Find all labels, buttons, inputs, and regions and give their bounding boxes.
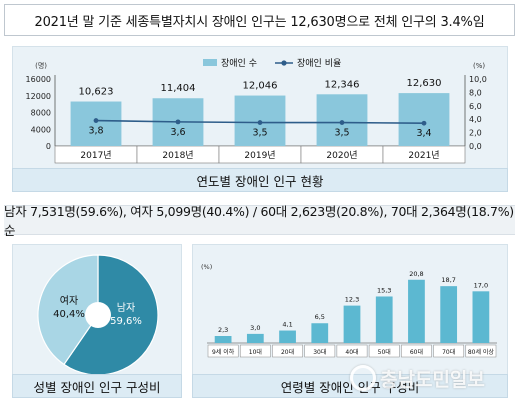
age-category-cell xyxy=(272,344,303,358)
category-label: 2018년 xyxy=(162,150,193,161)
right-tick-label: 4,0 xyxy=(469,115,482,124)
age-bar-chart: (%) 2,3 9세 이하 3,0 10대 4,1 20대 6,5 30대 12,3 40대 15,3… xyxy=(201,263,497,358)
left-tick-label: 4000 xyxy=(31,125,51,134)
age-bar-value-label: 6,5 xyxy=(315,313,325,321)
age-category-cell xyxy=(401,344,432,358)
left-axis-unit: (명) xyxy=(35,61,47,70)
age-bar-30대 xyxy=(311,323,329,343)
age-category-label: 10대 xyxy=(249,348,262,356)
age-axis-unit: (%) xyxy=(201,263,212,271)
ratio-point xyxy=(339,120,345,125)
age-category-cell xyxy=(304,344,336,358)
age-category-cell xyxy=(336,344,368,358)
right-tick-label: 8,0 xyxy=(469,88,482,97)
pie-slice-value: 59,6% xyxy=(110,316,142,327)
right-tick-label: 6,0 xyxy=(469,102,482,111)
age-category-label: 50대 xyxy=(378,348,391,356)
bar-value-label: 12,046 xyxy=(243,81,278,92)
age-bar-60대 xyxy=(408,279,425,343)
age-category-label: 9세 이하 xyxy=(212,348,235,356)
bar-value-label: 10,623 xyxy=(79,87,114,98)
bar-value-label: 11,404 xyxy=(161,83,196,94)
right-axis-unit: (%) xyxy=(473,62,485,70)
left-tick-label: 12000 xyxy=(26,92,51,101)
age-bar-80세 이상 xyxy=(472,291,490,343)
age-category-cell xyxy=(465,344,497,358)
ratio-value-label: 3,6 xyxy=(170,127,185,138)
yearly-chart-panel: (명) (%) 장애인 수 장애인 비율 0 4000 8000 12000 16000 0,0 2… xyxy=(12,46,508,172)
category-label: 2019년 xyxy=(244,150,275,161)
left-tick-label: 16000 xyxy=(26,75,51,84)
age-category-label: 40대 xyxy=(345,348,358,356)
gender-pie-chart: 남자 59,6% 여자 40,4% xyxy=(37,254,159,376)
bar-value-label: 12,630 xyxy=(407,78,442,89)
age-bar-70대 xyxy=(440,286,458,343)
ratio-value-label: 3,5 xyxy=(334,128,349,139)
age-category-cell xyxy=(239,344,271,358)
bar-2017년 xyxy=(70,101,122,146)
age-bar-value-label: 4,1 xyxy=(282,321,292,329)
pie-slice-value: 40,4% xyxy=(53,309,85,320)
pie-slice-여자 xyxy=(37,254,99,366)
yearly-chart: (명) (%) 장애인 수 장애인 비율 0 4000 8000 12000 16000 0,0 2… xyxy=(26,58,487,164)
right-tick-label: 10,0 xyxy=(469,75,487,84)
bar-2021년 xyxy=(398,93,450,146)
left-tick-label: 8000 xyxy=(31,109,51,118)
age-bar-20대 xyxy=(279,330,296,343)
age-bar-value-label: 18,7 xyxy=(441,276,455,284)
age-bar-9세 이하 xyxy=(214,336,232,343)
headline: 2021년 말 기준 세종특별자치시 장애인 인구는 12,630명으로 전체 … xyxy=(4,4,515,36)
right-tick-label: 2,0 xyxy=(469,129,482,138)
gender-chart-panel: 남자 59,6% 여자 40,4% xyxy=(12,244,182,376)
pie-slice-name: 여자 xyxy=(60,295,78,307)
legend-marker-line xyxy=(281,60,287,66)
ratio-value-label: 3,5 xyxy=(252,128,267,139)
age-bar-50대 xyxy=(375,296,393,343)
age-category-cell xyxy=(207,344,239,358)
age-category-label: 20대 xyxy=(281,348,294,356)
bar-value-label: 12,346 xyxy=(325,79,360,90)
age-bar-10대 xyxy=(246,333,264,343)
age-category-label: 30대 xyxy=(313,348,326,356)
age-chart-panel: (%) 2,3 9세 이하 3,0 10대 4,1 20대 6,5 30대 12,3 40대 15,3… xyxy=(192,244,508,376)
age-bar-40대 xyxy=(343,305,361,343)
category-label: 2021년 xyxy=(408,150,439,161)
left-tick-label: 0 xyxy=(46,142,51,151)
ratio-value-label: 3,4 xyxy=(416,128,431,139)
age-bar-value-label: 2,3 xyxy=(218,326,228,334)
gender-chart-caption: 성별 장애인 인구 구성비 xyxy=(12,374,182,398)
age-bar-value-label: 20,8 xyxy=(409,270,423,278)
pie-slice-name: 남자 xyxy=(117,302,135,314)
donut-hole xyxy=(85,302,111,328)
ratio-point xyxy=(175,119,181,125)
ratio-point xyxy=(257,120,263,125)
ratio-point xyxy=(93,118,99,123)
age-category-label: 60대 xyxy=(410,348,423,356)
summary-line: 남자 7,531명(59.6%), 여자 5,099명(40.4%) / 60대… xyxy=(4,204,515,238)
age-bar-value-label: 12,3 xyxy=(345,296,359,304)
category-label: 2017년 xyxy=(80,150,111,161)
age-bar-value-label: 3,0 xyxy=(250,324,260,332)
ratio-point xyxy=(421,120,427,126)
age-category-cell xyxy=(433,344,465,358)
age-category-label: 70대 xyxy=(442,348,455,356)
legend-label-bars: 장애인 수 xyxy=(221,58,257,69)
age-category-label: 80세 이상 xyxy=(468,348,495,356)
age-chart-caption: 연령별 장애인 인구 구성비 xyxy=(192,374,508,398)
right-tick-label: 0,0 xyxy=(469,142,482,151)
legend-swatch-bars xyxy=(203,59,217,66)
age-bar-value-label: 15,3 xyxy=(377,286,391,294)
legend-label-line: 장애인 비율 xyxy=(297,58,341,69)
age-category-cell xyxy=(368,344,400,358)
category-label: 2020년 xyxy=(326,150,357,161)
age-bar-value-label: 17,0 xyxy=(474,281,488,289)
yearly-chart-caption: 연도별 장애인 인구 현황 xyxy=(12,168,508,192)
ratio-value-label: 3,8 xyxy=(88,126,103,137)
